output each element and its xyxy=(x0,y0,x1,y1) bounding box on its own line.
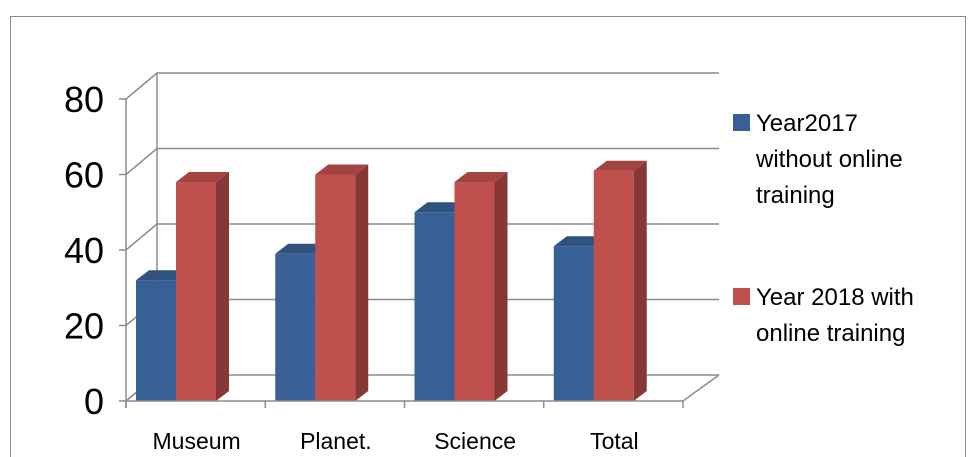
bar-front xyxy=(275,253,316,401)
floor-right-edge xyxy=(682,374,720,402)
legend-label: Year2017 xyxy=(756,110,858,137)
bar-top xyxy=(136,270,189,281)
bar xyxy=(454,172,508,401)
bar xyxy=(176,172,229,401)
bar-top xyxy=(414,202,468,213)
legend-entry: Year2017 without online training xyxy=(733,110,903,209)
legend-label: Year 2018 with xyxy=(756,284,914,311)
gridline xyxy=(125,223,719,251)
legend-label: training xyxy=(756,182,835,209)
bar-front xyxy=(553,246,594,401)
chart-frame xyxy=(10,16,966,457)
y-tick-label: 0 xyxy=(84,381,104,422)
bar-front xyxy=(454,182,495,401)
y-tick-label: 40 xyxy=(64,230,104,271)
legend-swatch xyxy=(733,288,750,305)
bar xyxy=(593,160,647,401)
bar-top xyxy=(454,172,508,183)
bar-side xyxy=(633,160,647,401)
bar-top xyxy=(553,236,607,247)
bar-front xyxy=(414,212,455,401)
gridline xyxy=(125,147,719,176)
legend-entry: Year 2018 with online training xyxy=(733,284,914,347)
legend: Year2017 without online training Year 2018 … xyxy=(733,110,914,347)
x-tick-label: Science xyxy=(434,428,516,454)
bar-top xyxy=(176,172,229,183)
axes xyxy=(119,98,684,408)
bar xyxy=(315,164,369,401)
bar-side xyxy=(494,172,508,401)
bar-front xyxy=(593,170,634,401)
x-tick-label: Planet. xyxy=(300,428,372,454)
y-tick-label: 80 xyxy=(64,79,104,120)
bar-side xyxy=(355,164,369,401)
y-axis-ticks: 0 20 40 60 80 xyxy=(64,79,104,422)
bar-side xyxy=(216,172,229,401)
bar-top xyxy=(593,160,647,171)
bar-front xyxy=(136,280,176,401)
y-tick-label: 20 xyxy=(64,306,104,347)
x-axis-ticks: Museum Planet. Science Total xyxy=(153,428,639,454)
legend-label: without online xyxy=(755,146,903,173)
gridline xyxy=(125,72,719,100)
bar-front xyxy=(315,174,356,401)
legend-label: online training xyxy=(756,320,905,347)
bars xyxy=(136,160,647,401)
bar-front xyxy=(176,182,216,401)
legend-swatch xyxy=(733,114,750,131)
x-tick-label: Museum xyxy=(153,428,241,454)
bar-top xyxy=(315,164,369,175)
y-tick-label: 60 xyxy=(64,155,104,196)
x-tick-label: Total xyxy=(590,428,639,454)
bar-top xyxy=(275,243,329,254)
